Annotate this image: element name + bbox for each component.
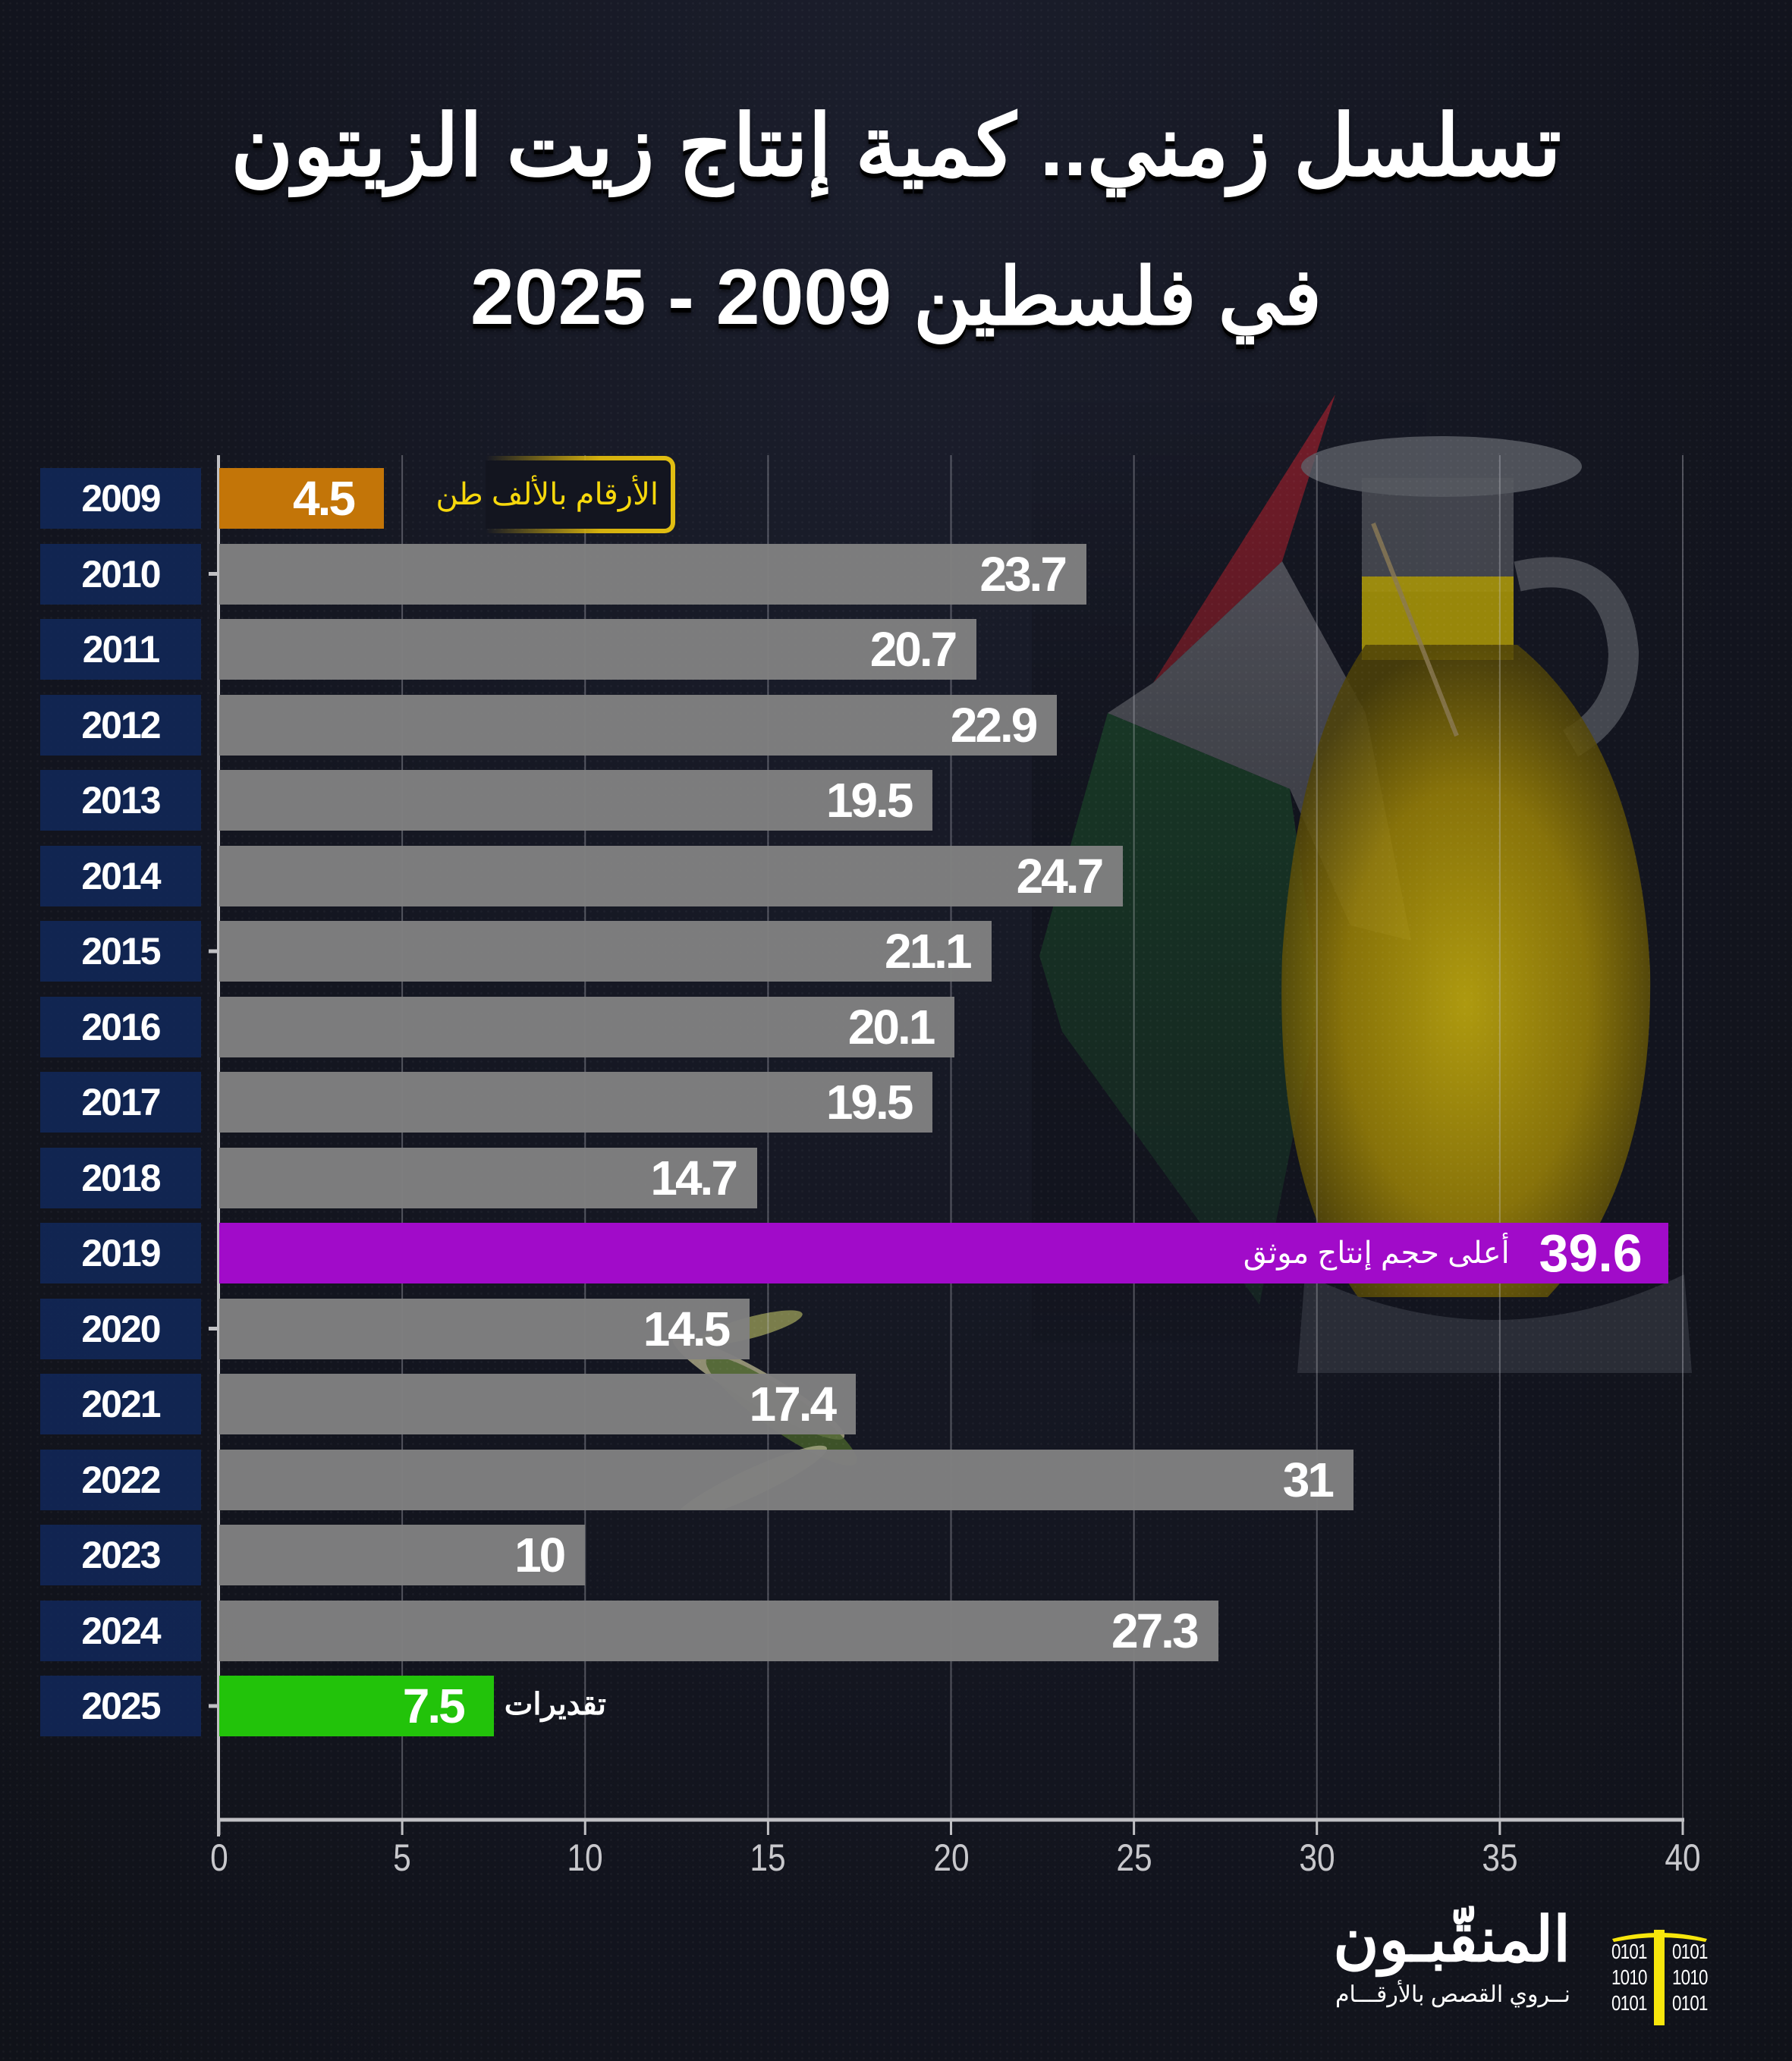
year-label: 2013 bbox=[40, 770, 201, 831]
bar-2009 bbox=[219, 468, 384, 529]
chart-title: تسلسل زمني.. كمية إنتاج زيت الزيتون bbox=[231, 99, 1562, 193]
chart-subtitle: في فلسطين 2009 - 2025 bbox=[470, 253, 1322, 341]
bar-value-label: 31 bbox=[1282, 1452, 1335, 1507]
bar-value-label: 22.9 bbox=[950, 697, 1039, 752]
x-tick-label: 30 bbox=[1299, 1836, 1335, 1879]
year-label: 2022 bbox=[40, 1449, 201, 1510]
bar-2019 bbox=[219, 1223, 1668, 1283]
bar-2012 bbox=[219, 694, 1058, 756]
bar-value-label: 23.7 bbox=[979, 546, 1067, 602]
highest-production-note: أعلى حجم إنتاج موثق bbox=[1243, 1236, 1510, 1270]
bar-value-label: 19.5 bbox=[825, 1075, 914, 1129]
bar-value-label: 14.7 bbox=[650, 1150, 738, 1205]
x-tick-label: 25 bbox=[1115, 1836, 1152, 1879]
year-label: 2024 bbox=[40, 1600, 201, 1661]
bar-value-label: 20.7 bbox=[869, 622, 958, 677]
x-tick-label: 40 bbox=[1665, 1836, 1701, 1879]
bar-value-label: 24.7 bbox=[1016, 848, 1105, 903]
bar-2016 bbox=[219, 996, 955, 1057]
bar-2014 bbox=[219, 845, 1124, 906]
x-tick-label: 10 bbox=[567, 1836, 603, 1879]
bar-2021 bbox=[219, 1374, 857, 1434]
bar-value-label: 20.1 bbox=[847, 999, 936, 1054]
bar-2023 bbox=[219, 1525, 586, 1585]
estimate-note: تقديرات bbox=[504, 1688, 607, 1721]
bar-2018 bbox=[219, 1147, 757, 1208]
binary-left: 0101 1010 0101 bbox=[1611, 1940, 1647, 2015]
bar-2017 bbox=[219, 1072, 933, 1133]
bar-value-label: 21.1 bbox=[884, 924, 973, 979]
bar-2015 bbox=[219, 921, 992, 982]
pickaxe-icon: 0101 1010 0101 0101 1010 0101 bbox=[1608, 1928, 1711, 2027]
year-label: 2009 bbox=[40, 468, 201, 529]
year-label: 2012 bbox=[40, 694, 201, 756]
year-label: 2014 bbox=[40, 845, 201, 906]
bar-value-label: 27.3 bbox=[1111, 1603, 1199, 1658]
bar-2011 bbox=[219, 619, 977, 680]
bar-2024 bbox=[219, 1600, 1218, 1661]
year-label: 2011 bbox=[40, 619, 201, 680]
units-note-text: الأرقام بالألف طن bbox=[435, 478, 659, 511]
year-label: 2023 bbox=[40, 1525, 201, 1585]
logo-name: المنقّبـون bbox=[1333, 1905, 1570, 1975]
bar-2020 bbox=[219, 1298, 750, 1359]
year-label: 2020 bbox=[40, 1298, 201, 1359]
bar-value-label: 7.5 bbox=[402, 1679, 466, 1733]
year-label: 2018 bbox=[40, 1147, 201, 1208]
x-tick-label: 0 bbox=[210, 1836, 228, 1879]
bar-value-label: 39.6 bbox=[1539, 1224, 1643, 1283]
bar-value-label: 4.5 bbox=[293, 471, 356, 526]
year-label: 2010 bbox=[40, 543, 201, 605]
x-tick-label: 20 bbox=[932, 1836, 970, 1879]
year-label: 2015 bbox=[40, 921, 201, 982]
year-label: 2025 bbox=[40, 1676, 201, 1736]
bar-2010 bbox=[219, 543, 1086, 605]
year-label: 2016 bbox=[40, 996, 201, 1057]
bar-value-label: 10 bbox=[514, 1528, 566, 1582]
year-label: 2021 bbox=[40, 1374, 201, 1434]
brand-logo: المنقّبـون نــروي القصص بالأرقـــام 0101… bbox=[1316, 1905, 1711, 2027]
bar-2013 bbox=[219, 770, 933, 831]
bar-value-label: 17.4 bbox=[749, 1377, 838, 1431]
year-label: 2019 bbox=[40, 1223, 201, 1283]
logo-tagline: نــروي القصص بالأرقـــام bbox=[1335, 1982, 1570, 2007]
bar-2022 bbox=[219, 1449, 1353, 1510]
x-tick-label: 5 bbox=[393, 1836, 411, 1879]
year-label: 2017 bbox=[40, 1072, 201, 1133]
bar-value-label: 19.5 bbox=[825, 773, 914, 828]
x-tick-label: 35 bbox=[1482, 1836, 1518, 1879]
bar-value-label: 14.5 bbox=[643, 1301, 731, 1356]
bar-2025 bbox=[219, 1676, 494, 1736]
x-tick-label: 15 bbox=[750, 1836, 787, 1879]
units-note: الأرقام بالألف طن bbox=[435, 456, 675, 533]
binary-right: 0101 1010 0101 bbox=[1672, 1940, 1708, 2015]
